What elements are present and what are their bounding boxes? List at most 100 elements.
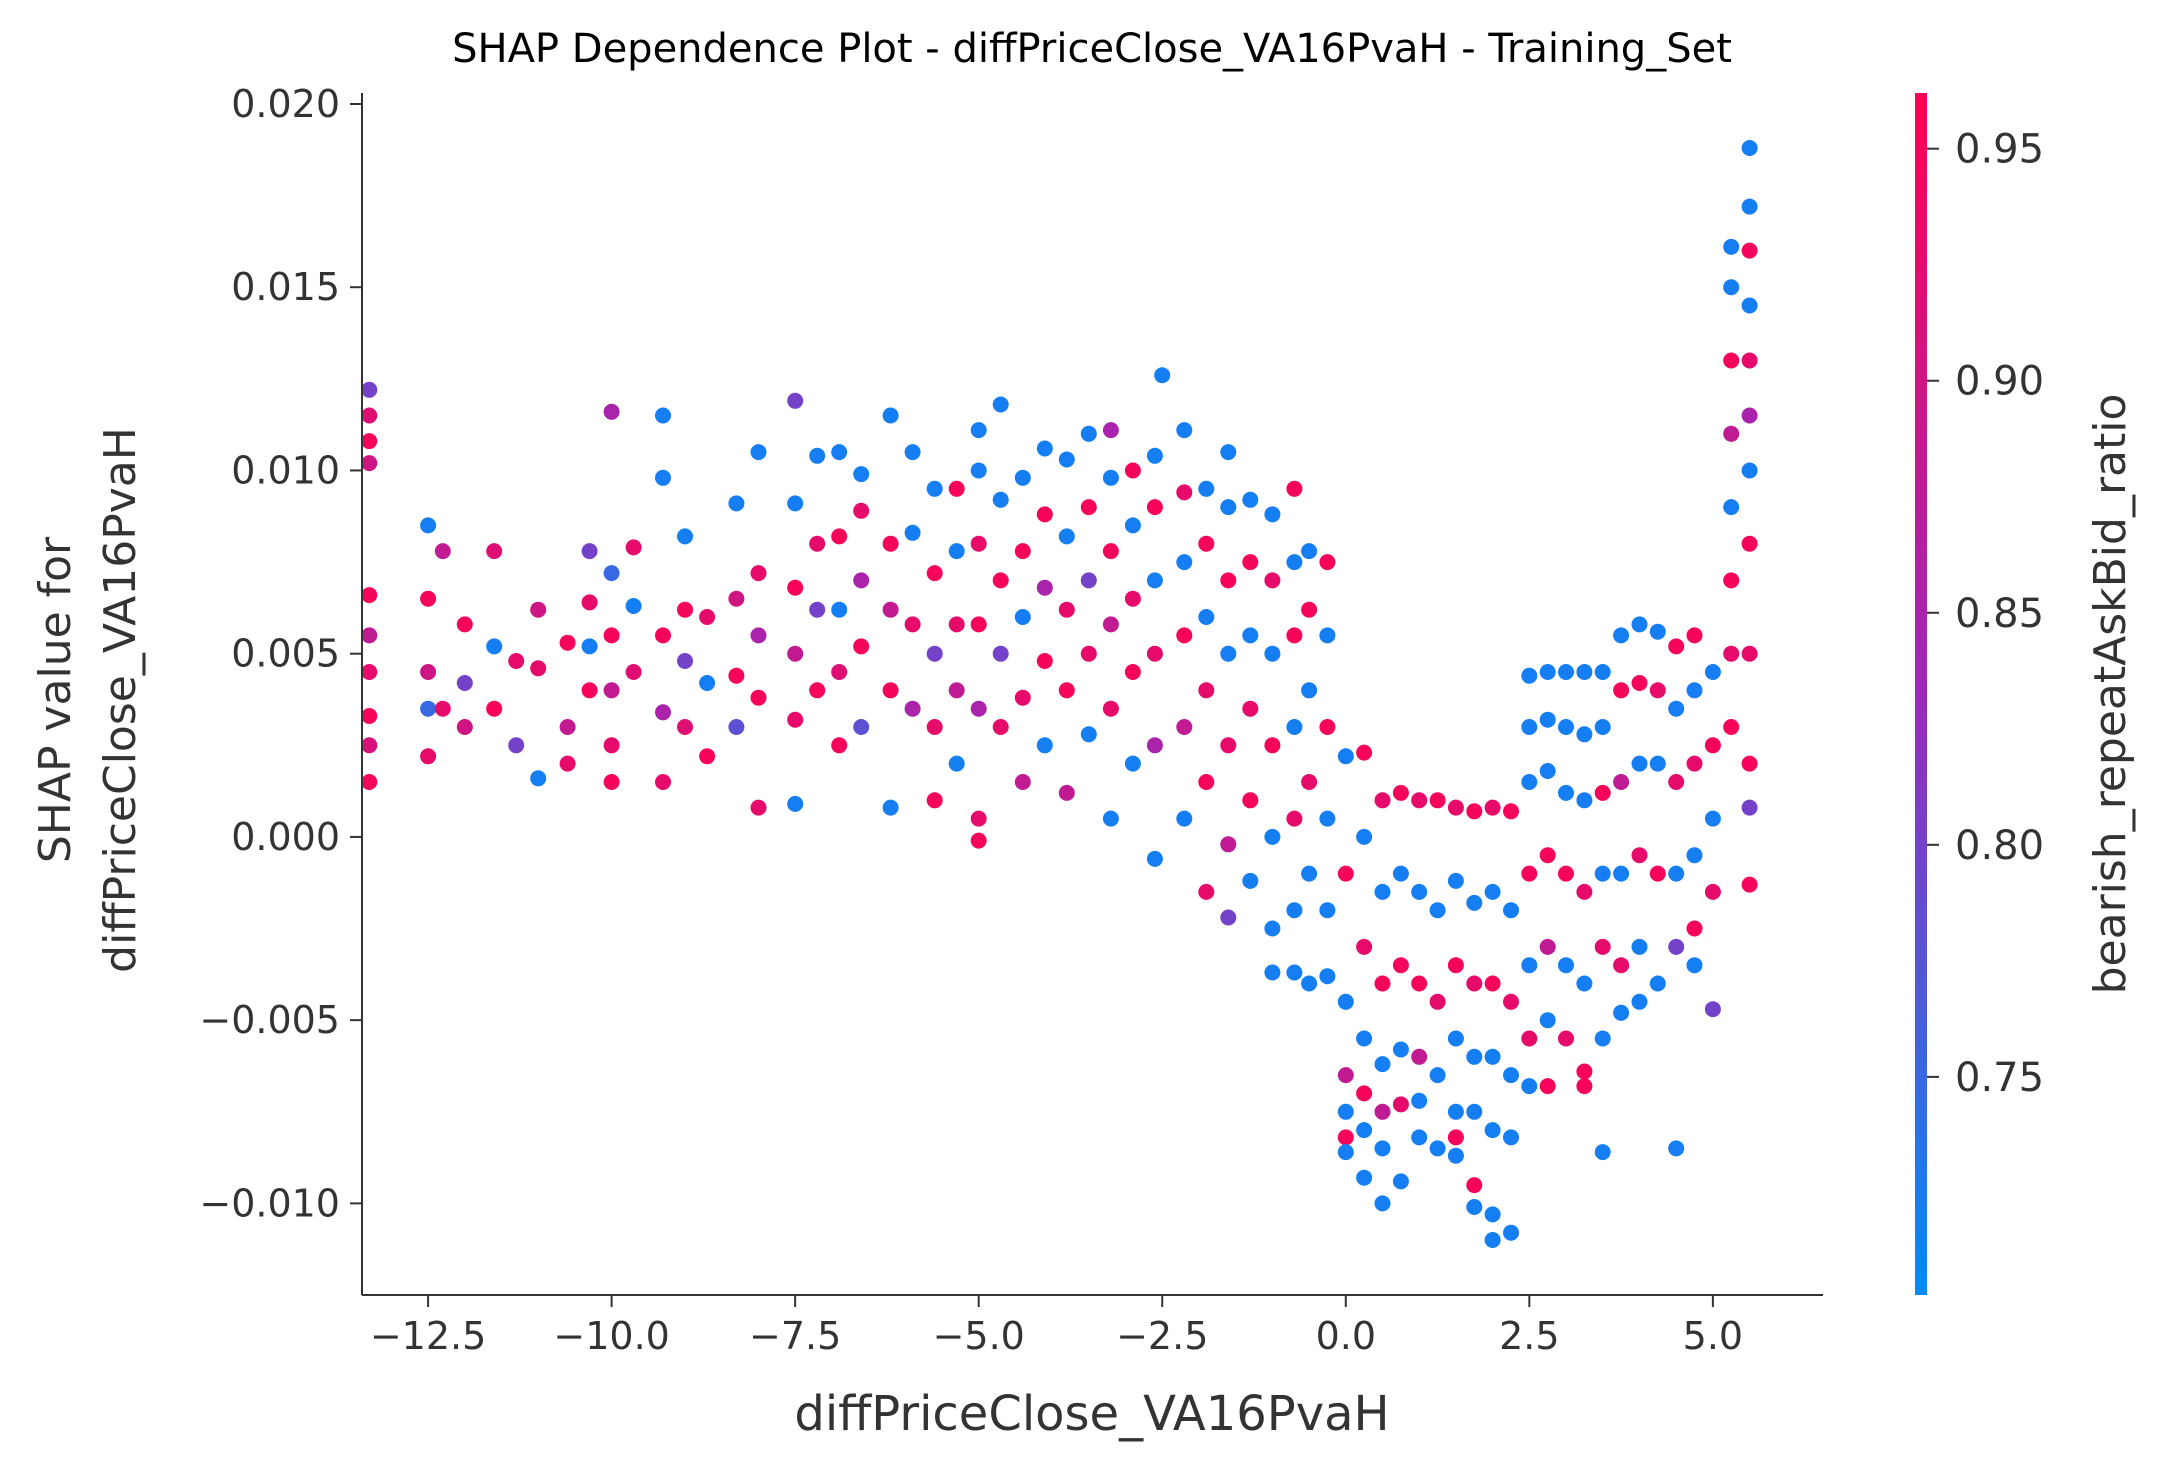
scatter-point [1411, 792, 1428, 809]
scatter-point [882, 407, 899, 424]
scatter-point [1521, 774, 1538, 790]
scatter-point [1374, 883, 1391, 900]
scatter-point [361, 587, 378, 604]
x-tick-label: 5.0 [1683, 1314, 1743, 1358]
scatter-point [853, 572, 870, 589]
scatter-point [1392, 1041, 1409, 1058]
scatter-point [1576, 975, 1593, 992]
scatter-point [1484, 975, 1501, 992]
scatter-point [581, 682, 598, 699]
scatter-point [1014, 469, 1031, 486]
scatter-point [1631, 938, 1648, 955]
scatter-point [677, 719, 693, 735]
scatter-point [1686, 627, 1703, 644]
scatter-point [1242, 554, 1259, 571]
scatter-point [1741, 352, 1758, 369]
scatter-point [1466, 975, 1483, 992]
scatter-point [1723, 425, 1740, 442]
scatter-point [1337, 865, 1354, 882]
scatter-point [1154, 367, 1171, 384]
colorbar-tick-label: 0.90 [1955, 359, 2044, 405]
scatter-point [1613, 865, 1630, 882]
scatter-point [1392, 1096, 1409, 1113]
scatter-point [1613, 774, 1630, 790]
scatter-point [1356, 1085, 1373, 1102]
scatter-point [1176, 719, 1193, 735]
scatter-point [1539, 763, 1556, 779]
scatter-point [1176, 810, 1193, 827]
scatter-point [1286, 810, 1303, 827]
colorbar-tick-label: 0.95 [1955, 127, 2044, 173]
scatter-point [1319, 719, 1336, 735]
scatter-point [926, 480, 943, 497]
scatter-point [456, 719, 473, 735]
scatter-point [1503, 803, 1519, 820]
scatter-point [699, 609, 716, 625]
scatter-point [970, 422, 987, 439]
y-tick-label: 0.015 [231, 265, 340, 309]
scatter-point [361, 433, 378, 450]
scatter-point [1484, 1206, 1501, 1223]
scatter-point [1374, 1103, 1391, 1120]
scatter-point [1058, 784, 1075, 801]
scatter-point [728, 590, 745, 607]
scatter-point [1503, 1224, 1519, 1241]
colorbar-label: bearish_repeatAskBid_ratio [2085, 394, 2136, 995]
scatter-point [1080, 425, 1097, 442]
scatter-point [1374, 1195, 1391, 1212]
scatter-point [970, 616, 987, 633]
scatter-point [750, 799, 767, 816]
scatter-point [1124, 664, 1141, 680]
x-tick-label: 0.0 [1316, 1314, 1376, 1358]
scatter-point [1429, 1140, 1446, 1157]
scatter-point [655, 407, 671, 424]
scatter-point [1176, 422, 1193, 439]
scatter-point [1337, 993, 1354, 1010]
scatter-point [1286, 627, 1303, 644]
scatter-point [1723, 572, 1740, 589]
scatter-point [809, 535, 826, 552]
scatter-point [1466, 1103, 1483, 1120]
scatter-point [904, 700, 921, 717]
scatter-point [508, 653, 525, 669]
scatter-point [1447, 872, 1464, 889]
scatter-point [948, 480, 965, 497]
scatter-point [1466, 894, 1483, 911]
scatter-point [1356, 828, 1373, 845]
scatter-point [625, 664, 642, 680]
scatter-point [1301, 682, 1318, 699]
scatter-point [1411, 975, 1428, 992]
scatter-point [1576, 664, 1593, 680]
y-axis-label: SHAP value for diffPriceClose_VA16PvaH [30, 427, 146, 973]
scatter-point [1686, 920, 1703, 937]
scatter-point [1198, 774, 1215, 790]
scatter-point [625, 539, 642, 556]
scatter-point [655, 627, 671, 644]
scatter-point [1264, 964, 1281, 981]
scatter-point [1220, 499, 1237, 516]
scatter-point [1704, 737, 1721, 754]
scatter-point [1723, 645, 1740, 662]
scatter-point [1198, 682, 1215, 699]
scatter-point [1264, 737, 1281, 754]
scatter-point [1058, 451, 1075, 468]
scatter-point [1337, 1129, 1354, 1146]
scatter-point [486, 700, 503, 717]
scatter-point [1741, 407, 1758, 424]
scatter-point [1319, 554, 1336, 571]
scatter-point [1102, 543, 1119, 560]
scatter-point [1539, 847, 1556, 864]
scatter-point [1576, 883, 1593, 900]
scatter-point [1014, 774, 1031, 790]
scatter-point [603, 682, 620, 699]
scatter-point [559, 634, 576, 651]
scatter-point [1080, 499, 1097, 516]
scatter-point [1686, 755, 1703, 772]
scatter-point [530, 601, 547, 618]
scatter-point [1319, 902, 1336, 919]
scatter-point [1337, 1067, 1354, 1084]
scatter-point [970, 535, 987, 552]
scatter-point [1723, 352, 1740, 369]
scatter-point [1356, 938, 1373, 955]
scatter-point [1356, 1122, 1373, 1139]
